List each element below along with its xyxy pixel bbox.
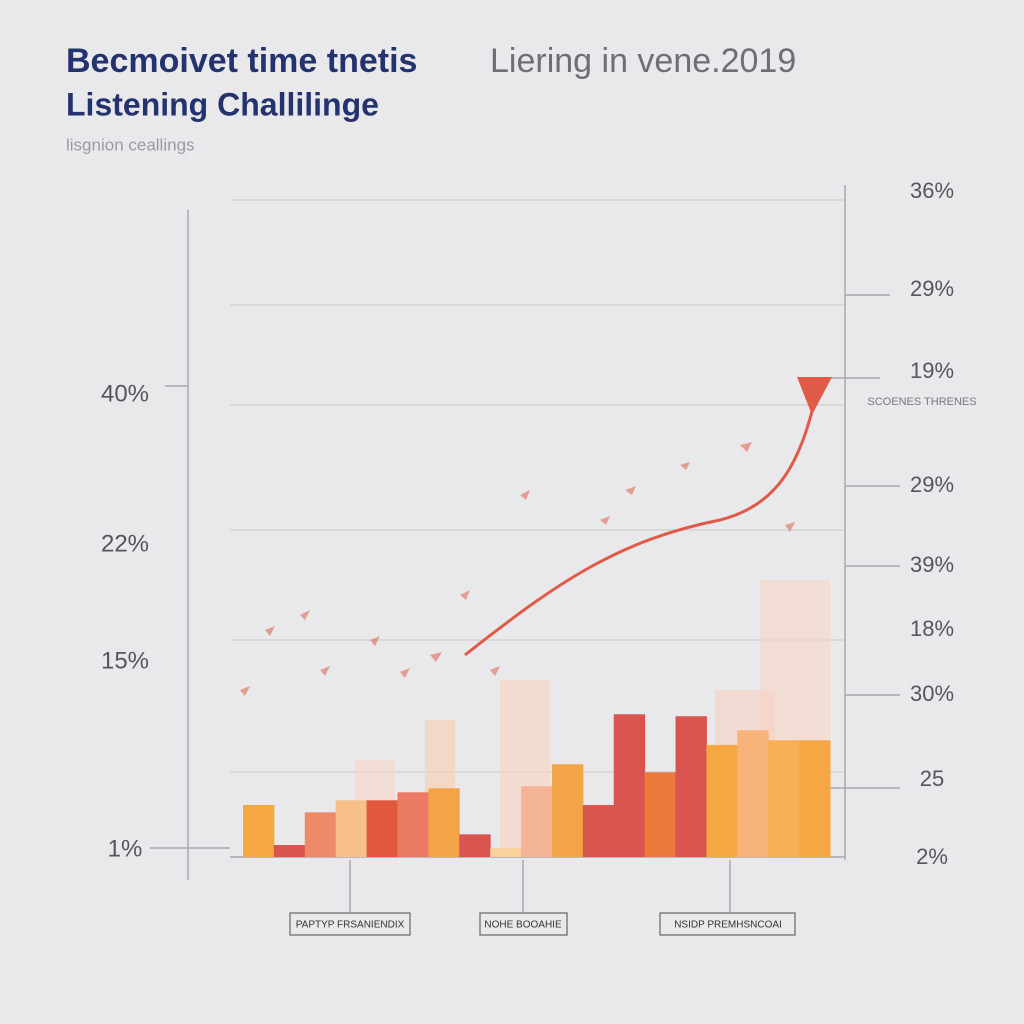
arrow-head bbox=[797, 377, 832, 415]
bar bbox=[768, 740, 800, 857]
bar bbox=[737, 730, 769, 857]
bar bbox=[273, 844, 306, 857]
bar bbox=[397, 792, 429, 857]
left-label: 40% bbox=[101, 380, 149, 407]
chart-subtitle: Listening Challilinge bbox=[66, 86, 379, 122]
bar bbox=[304, 812, 337, 857]
right-label: 36% bbox=[910, 178, 954, 203]
group-label: NSIDP PREMHSNCOAI bbox=[674, 920, 782, 931]
chart-title-suffix: Liering in vene.2019 bbox=[490, 42, 796, 80]
right-label: 39% bbox=[910, 552, 954, 577]
bar bbox=[490, 848, 522, 857]
chart-title: Becmoivet time tnetis bbox=[66, 42, 417, 80]
bar bbox=[706, 744, 738, 857]
bar bbox=[582, 804, 615, 857]
bar bbox=[551, 764, 584, 857]
bar bbox=[366, 800, 398, 857]
bar bbox=[521, 786, 553, 857]
bar bbox=[675, 716, 707, 857]
right-label: 29% bbox=[910, 472, 954, 497]
bar bbox=[459, 834, 491, 857]
group-boxes bbox=[289, 912, 796, 936]
bar bbox=[799, 740, 831, 857]
left-label: 22% bbox=[101, 530, 149, 557]
bar bbox=[243, 804, 275, 857]
bar bbox=[428, 788, 460, 857]
left-label: 15% bbox=[101, 647, 149, 674]
right-label: 2% bbox=[916, 844, 948, 869]
bar bbox=[644, 772, 677, 857]
group-label: NOHE BOOAHIE bbox=[484, 920, 562, 931]
bar bbox=[335, 800, 368, 857]
right-label: 29% bbox=[910, 276, 954, 301]
right-label: 19% bbox=[910, 358, 954, 383]
scatter-decor bbox=[240, 442, 795, 696]
left-label: 1% bbox=[108, 835, 143, 862]
right-note: SCOENES THRENES bbox=[867, 396, 976, 408]
group-label: PAPTYP FRSANIENDIX bbox=[296, 920, 405, 931]
bar bbox=[613, 714, 646, 857]
right-label: 30% bbox=[910, 681, 954, 706]
right-label: 18% bbox=[910, 616, 954, 641]
right-label: 25 bbox=[920, 766, 944, 791]
chart-caption: lisgnion ceallings bbox=[66, 135, 195, 154]
trend-arrow bbox=[464, 399, 817, 657]
